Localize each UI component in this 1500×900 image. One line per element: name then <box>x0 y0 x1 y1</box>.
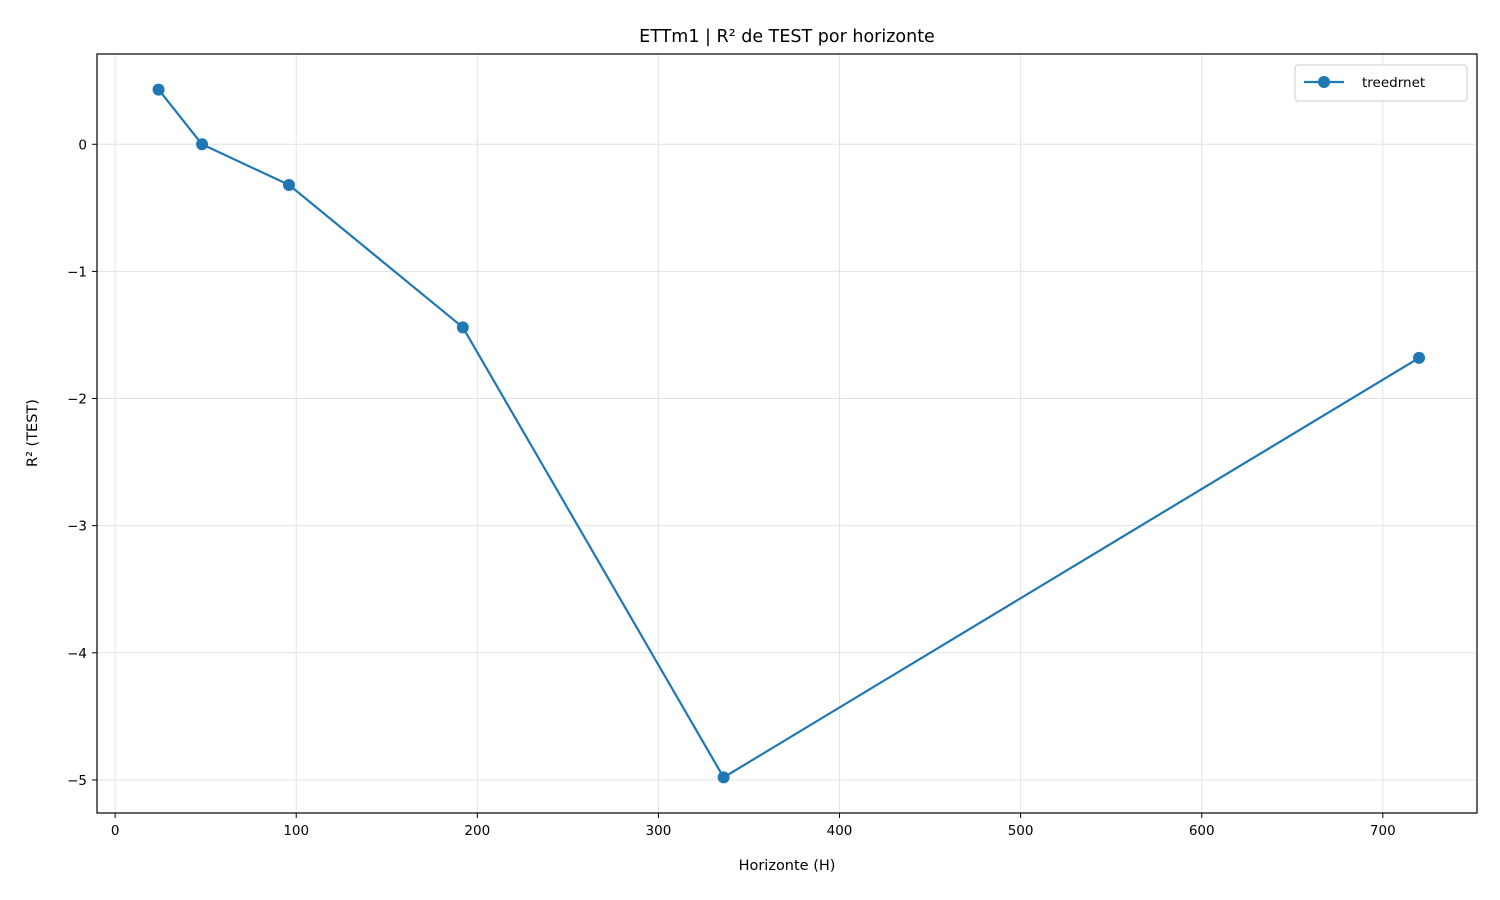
legend-label-treedrnet: treedrnet <box>1362 75 1425 91</box>
grid-lines <box>97 54 1477 813</box>
x-tick-label: 100 <box>283 823 309 839</box>
chart-title: ETTm1 | R² de TEST por horizonte <box>639 27 935 47</box>
x-axis-label: Horizonte (H) <box>739 858 836 874</box>
data-point <box>282 178 295 191</box>
y-tick-label: −2 <box>67 392 87 408</box>
legend: treedrnet <box>1294 64 1468 102</box>
data-point <box>196 138 209 151</box>
x-tick-label: 200 <box>464 823 490 839</box>
x-tick-label: 400 <box>827 823 853 839</box>
y-tick-label: −4 <box>67 646 87 662</box>
y-axis-label: R² (TEST) <box>25 399 41 467</box>
x-axis: 0 100 200 300 400 500 600 700 <box>111 813 1396 839</box>
y-tick-label: −1 <box>67 264 87 280</box>
y-tick-label: 0 <box>78 137 87 153</box>
legend-box <box>1294 64 1468 102</box>
plot-frame <box>96 53 1478 814</box>
series-line-treedrnet <box>157 88 1420 779</box>
data-point <box>456 321 469 334</box>
y-axis: 0 −1 −2 −3 −4 −5 <box>67 137 97 789</box>
legend-marker-treedrnet <box>1318 76 1330 88</box>
plot-data <box>152 83 1426 784</box>
data-point <box>152 83 165 96</box>
x-tick-label: 700 <box>1370 823 1396 839</box>
data-point <box>717 771 730 784</box>
x-tick-label: 300 <box>646 823 672 839</box>
x-tick-label: 500 <box>1008 823 1034 839</box>
x-tick-label: 600 <box>1189 823 1215 839</box>
y-tick-label: −5 <box>67 773 87 789</box>
y-tick-label: −3 <box>67 519 87 535</box>
x-tick-label: 0 <box>111 823 120 839</box>
data-point <box>1413 351 1426 364</box>
